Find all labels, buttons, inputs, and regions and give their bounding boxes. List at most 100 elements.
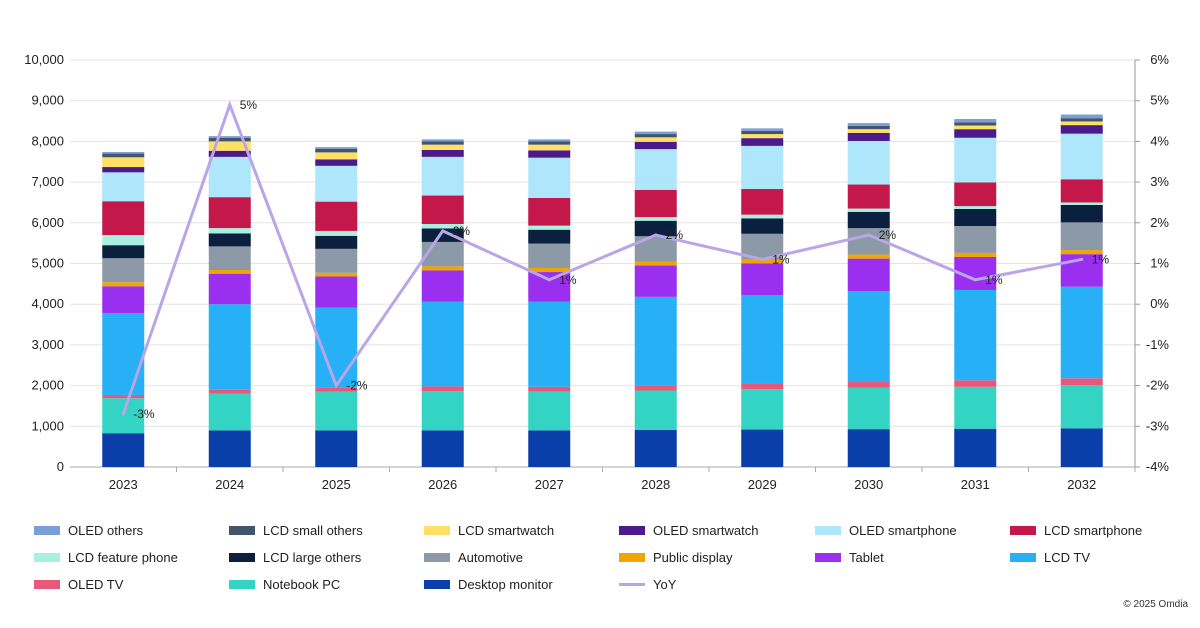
bar-segment-tablet — [847, 258, 890, 292]
legend-label: LCD TV — [1044, 550, 1090, 565]
y-left-tick-label: 3,000 — [31, 337, 64, 352]
bar-segment-lcd-smartwatch — [634, 137, 677, 142]
x-tick-label: 2026 — [428, 477, 457, 492]
y-left-tick-label: 0 — [57, 459, 64, 474]
bar-segment-public-display — [421, 266, 464, 271]
legend-label: LCD smartphone — [1044, 523, 1143, 538]
yoy-point — [441, 229, 445, 233]
bar-segment-lcd-smartwatch — [208, 141, 251, 151]
bar-segment-oled-others — [421, 139, 464, 142]
bar-segment-oled-smartphone — [1060, 133, 1103, 180]
y-left-tick-label: 7,000 — [31, 174, 64, 189]
yoy-line — [121, 100, 1083, 415]
y-right-tick-label: -2% — [1146, 378, 1170, 393]
bar-segment-lcd-small-others — [528, 141, 571, 145]
legend-item: Desktop monitor — [424, 577, 553, 592]
bar-segment-tablet — [634, 265, 677, 297]
bar-segment-notebook-pc — [954, 386, 997, 429]
yoy-point — [228, 103, 232, 107]
bar-segment-oled-tv — [208, 389, 251, 394]
bar-segment-desktop-monitor — [741, 429, 784, 467]
bar-segment-oled-smartwatch — [528, 150, 571, 158]
bar-segment-lcd-small-others — [1060, 118, 1103, 122]
bar-segment-lcd-large-others — [208, 233, 251, 247]
bar-segment-oled-smartphone — [102, 172, 145, 202]
bar-segment-tablet — [421, 270, 464, 302]
bar-segment-lcd-small-others — [315, 148, 358, 153]
legend-swatch — [815, 526, 841, 535]
legend-swatch — [1010, 553, 1036, 562]
bar-segment-notebook-pc — [208, 393, 251, 431]
bar-segment-lcd-small-others — [741, 130, 784, 135]
yoy-point — [973, 278, 977, 282]
legend-swatch — [229, 580, 255, 589]
bar-segment-lcd-feature-phone — [528, 225, 571, 230]
yoy-data-label: 2% — [666, 228, 684, 242]
bar-segment-notebook-pc — [102, 398, 145, 434]
bar-segment-lcd-tv — [208, 304, 251, 390]
bar-segment-lcd-tv — [954, 289, 997, 381]
bar-segment-lcd-large-others — [421, 228, 464, 242]
y-left-tick-label: 5,000 — [31, 256, 64, 271]
bar-segment-notebook-pc — [421, 391, 464, 431]
yoy-point — [1080, 257, 1084, 261]
legend-item: LCD TV — [1010, 550, 1090, 565]
bar-segment-lcd-smartphone — [847, 184, 890, 209]
x-tick-label: 2029 — [748, 477, 777, 492]
bar-segment-lcd-feature-phone — [315, 230, 358, 236]
bar-segment-oled-others — [208, 136, 251, 138]
legend-label: Automotive — [458, 550, 524, 565]
legend-item: LCD smartwatch — [424, 523, 554, 538]
bar-segment-lcd-smartphone — [1060, 179, 1103, 203]
legend-label: YoY — [653, 577, 677, 592]
bar-segment-oled-smartphone — [315, 165, 358, 202]
bar-segment-tablet — [102, 286, 145, 314]
bar-segment-oled-smartwatch — [847, 132, 890, 141]
legend-label: Tablet — [849, 550, 884, 565]
yoy-point — [760, 257, 764, 261]
bar-segment-oled-smartphone — [954, 137, 997, 183]
bar-segment-lcd-large-others — [1060, 204, 1103, 223]
legend-label: LCD small others — [263, 523, 363, 538]
legend-swatch — [424, 580, 450, 589]
legend-swatch — [619, 583, 645, 586]
y-left-tick-label: 2,000 — [31, 378, 64, 393]
bar-segment-automotive — [1060, 222, 1103, 251]
bar-segment-desktop-monitor — [954, 428, 997, 467]
bar-segment-notebook-pc — [634, 390, 677, 430]
bar-segment-lcd-tv — [102, 313, 145, 395]
bar-segment-oled-smartwatch — [102, 167, 145, 173]
copyright: © 2025 Omdia — [1123, 599, 1188, 610]
y-left-tick-label: 8,000 — [31, 133, 64, 148]
bar-segment-oled-smartwatch — [741, 138, 784, 146]
bar-segment-public-display — [741, 259, 784, 264]
bar-segment-desktop-monitor — [847, 429, 890, 467]
bar-segment-desktop-monitor — [528, 430, 571, 467]
bar-segment-lcd-feature-phone — [1060, 202, 1103, 205]
bar-segment-lcd-small-others — [421, 141, 464, 145]
legend-item: OLED TV — [34, 577, 123, 592]
bar-segment-lcd-tv — [634, 296, 677, 386]
legend-label: LCD large others — [263, 550, 362, 565]
legend-label: OLED others — [68, 523, 144, 538]
bar-segment-tablet — [741, 263, 784, 296]
legend-label: OLED smartwatch — [653, 523, 759, 538]
x-tick-label: 2023 — [109, 477, 138, 492]
bar-segment-public-display — [847, 254, 890, 259]
y-right-tick-label: 3% — [1150, 174, 1169, 189]
yoy-data-label: -2% — [346, 379, 368, 393]
legend-swatch — [619, 526, 645, 535]
bar-segment-lcd-tv — [847, 291, 890, 382]
bar-segment-public-display — [634, 261, 677, 266]
bar-segment-desktop-monitor — [208, 430, 251, 467]
bar-segment-public-display — [208, 270, 251, 274]
bar-segment-lcd-smartphone — [528, 197, 571, 226]
bar-segment-public-display — [315, 272, 358, 277]
bar-segment-oled-others — [634, 131, 677, 135]
x-tick-label: 2025 — [322, 477, 351, 492]
legend-label: OLED TV — [68, 577, 124, 592]
legend-item: LCD smartphone — [1010, 523, 1142, 538]
yoy-data-label: -3% — [133, 407, 155, 421]
y-right-tick-label: 1% — [1150, 256, 1169, 271]
bar-segment-lcd-smartwatch — [421, 144, 464, 150]
